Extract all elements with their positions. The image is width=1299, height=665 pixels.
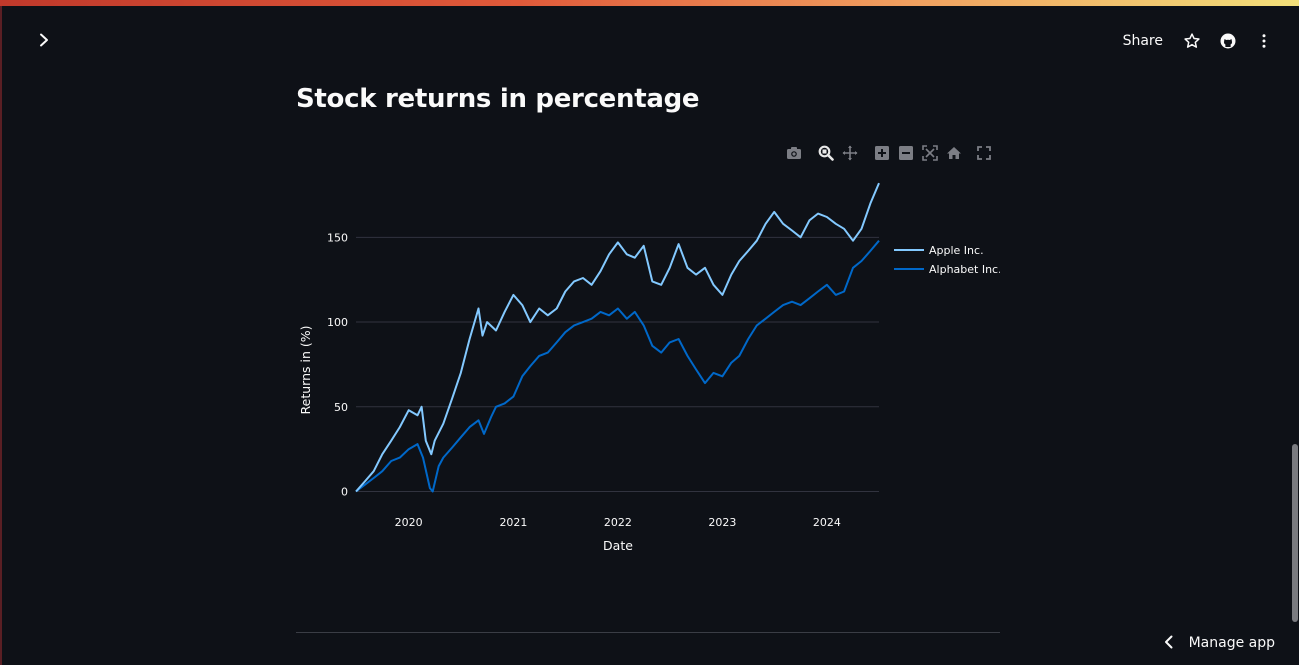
sidebar-toggle-button[interactable] [30,28,58,54]
manage-app-label: Manage app [1188,635,1275,651]
chevron-left-icon [1163,634,1175,653]
top-accent-bar [0,0,1299,6]
more-vertical-icon[interactable] [1253,30,1275,52]
y-tick-label: 100 [327,316,348,329]
legend-item-label[interactable]: Alphabet Inc. [929,263,1002,276]
x-tick-label: 2023 [708,516,736,529]
zoom-in-icon[interactable] [872,143,892,163]
y-axis-title: Returns in (%) [298,326,313,415]
reset-axes-icon[interactable] [944,143,964,163]
page-title: Stock returns in percentage [296,84,700,114]
tick-layer: 0 50 100 150 2020 2021 2022 2023 2024 [327,231,841,529]
github-icon[interactable] [1217,30,1239,52]
y-tick-label: 150 [327,231,348,244]
chart-svg: 0 50 100 150 2020 2021 2022 2023 2024 Date Retur… [298,182,1002,553]
fullscreen-icon[interactable] [974,143,994,163]
chart-legend: Apple Inc. Alphabet Inc. [894,244,1002,276]
pan-icon[interactable] [840,143,860,163]
star-icon[interactable] [1181,30,1203,52]
section-divider [296,632,1000,633]
legend-item-label[interactable]: Apple Inc. [929,244,984,257]
autoscale-icon[interactable] [920,143,940,163]
page-scrollbar[interactable] [1292,444,1298,622]
series-line-apple-inc[interactable] [355,182,880,493]
chevron-right-icon [37,32,51,51]
stock-returns-chart: 0 50 100 150 2020 2021 2022 2023 2024 Date Retur… [296,170,1002,574]
x-tick-label: 2020 [395,516,423,529]
left-edge-border [0,6,2,665]
x-tick-label: 2022 [604,516,632,529]
x-axis-title: Date [603,538,633,553]
y-tick-label: 0 [341,486,348,499]
line-layer [355,182,880,493]
manage-app-button[interactable]: Manage app [1163,632,1275,654]
camera-icon[interactable] [784,143,804,163]
zoom-out-icon[interactable] [896,143,916,163]
zoom-icon[interactable] [816,143,836,163]
y-tick-label: 50 [334,401,348,414]
grid-layer [356,236,879,493]
header-toolbar: Share [1123,28,1275,54]
x-tick-label: 2024 [813,516,841,529]
share-button[interactable]: Share [1122,33,1163,49]
x-tick-label: 2021 [499,516,527,529]
series-line-alphabet-inc[interactable] [355,240,880,493]
